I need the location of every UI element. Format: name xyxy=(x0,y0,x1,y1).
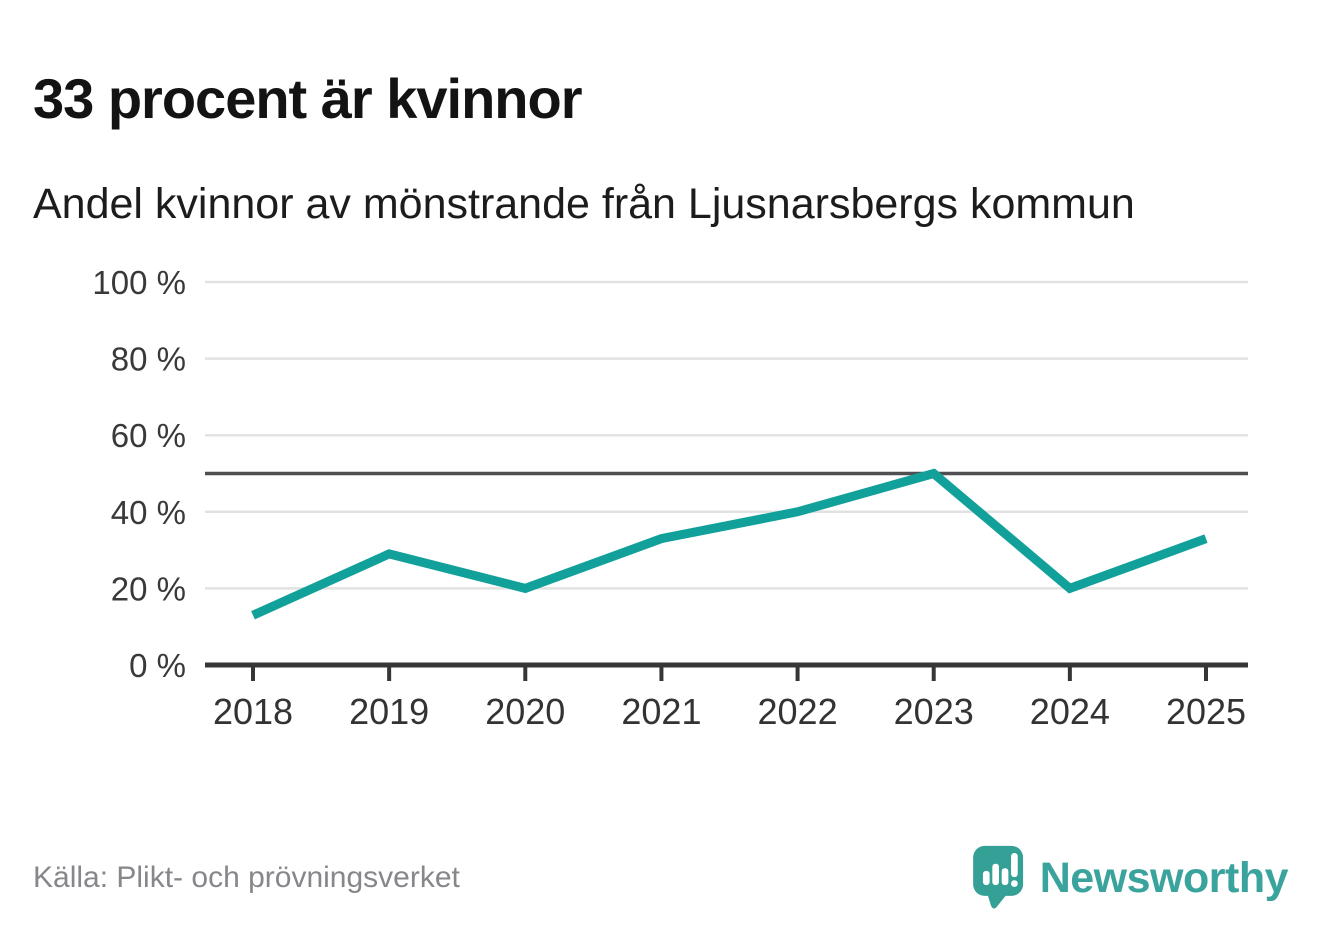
line-chart: 2018 2019 2020 2021 2022 2023 2024 2025 0 % 20 % 4… xyxy=(92,264,1248,732)
logo-exclamation-bar xyxy=(1010,853,1018,878)
x-tick-label: 2020 xyxy=(485,691,565,732)
footer: Källa: Plikt- och prövningsverket Newswo… xyxy=(33,842,1289,914)
y-tick-label: 20 % xyxy=(111,570,186,607)
chart-subtitle: Andel kvinnor av mönstrande från Ljusnar… xyxy=(33,180,1135,228)
newsworthy-logo-icon xyxy=(972,845,1023,909)
x-tick-label: 2019 xyxy=(349,691,429,732)
source-note: Källa: Plikt- och prövningsverket xyxy=(33,861,460,894)
newsworthy-logo: Newsworthy xyxy=(972,845,1289,911)
x-tick-label: 2022 xyxy=(758,691,838,732)
x-tick-label: 2018 xyxy=(213,691,293,732)
y-tick-label: 60 % xyxy=(111,417,186,454)
logo-bar-tall xyxy=(992,863,999,886)
y-tick-label: 40 % xyxy=(111,494,186,531)
data-line-andel-kvinnor xyxy=(251,468,1208,620)
x-tick-label: 2024 xyxy=(1030,691,1110,732)
logo-bar-short xyxy=(982,870,990,886)
page-title: 33 procent är kvinnor xyxy=(33,66,583,130)
logo-exclamation-dot xyxy=(1010,880,1018,887)
logo-bar-medium xyxy=(1001,868,1009,886)
y-tick-label: 80 % xyxy=(111,341,186,378)
x-tick-label: 2025 xyxy=(1166,691,1246,732)
y-tick-label: 100 % xyxy=(92,264,186,301)
x-tick-label: 2023 xyxy=(894,691,974,732)
y-tick-label: 0 % xyxy=(129,647,186,684)
brand-name: Newsworthy xyxy=(1039,853,1289,902)
x-tick-label: 2021 xyxy=(621,691,701,732)
